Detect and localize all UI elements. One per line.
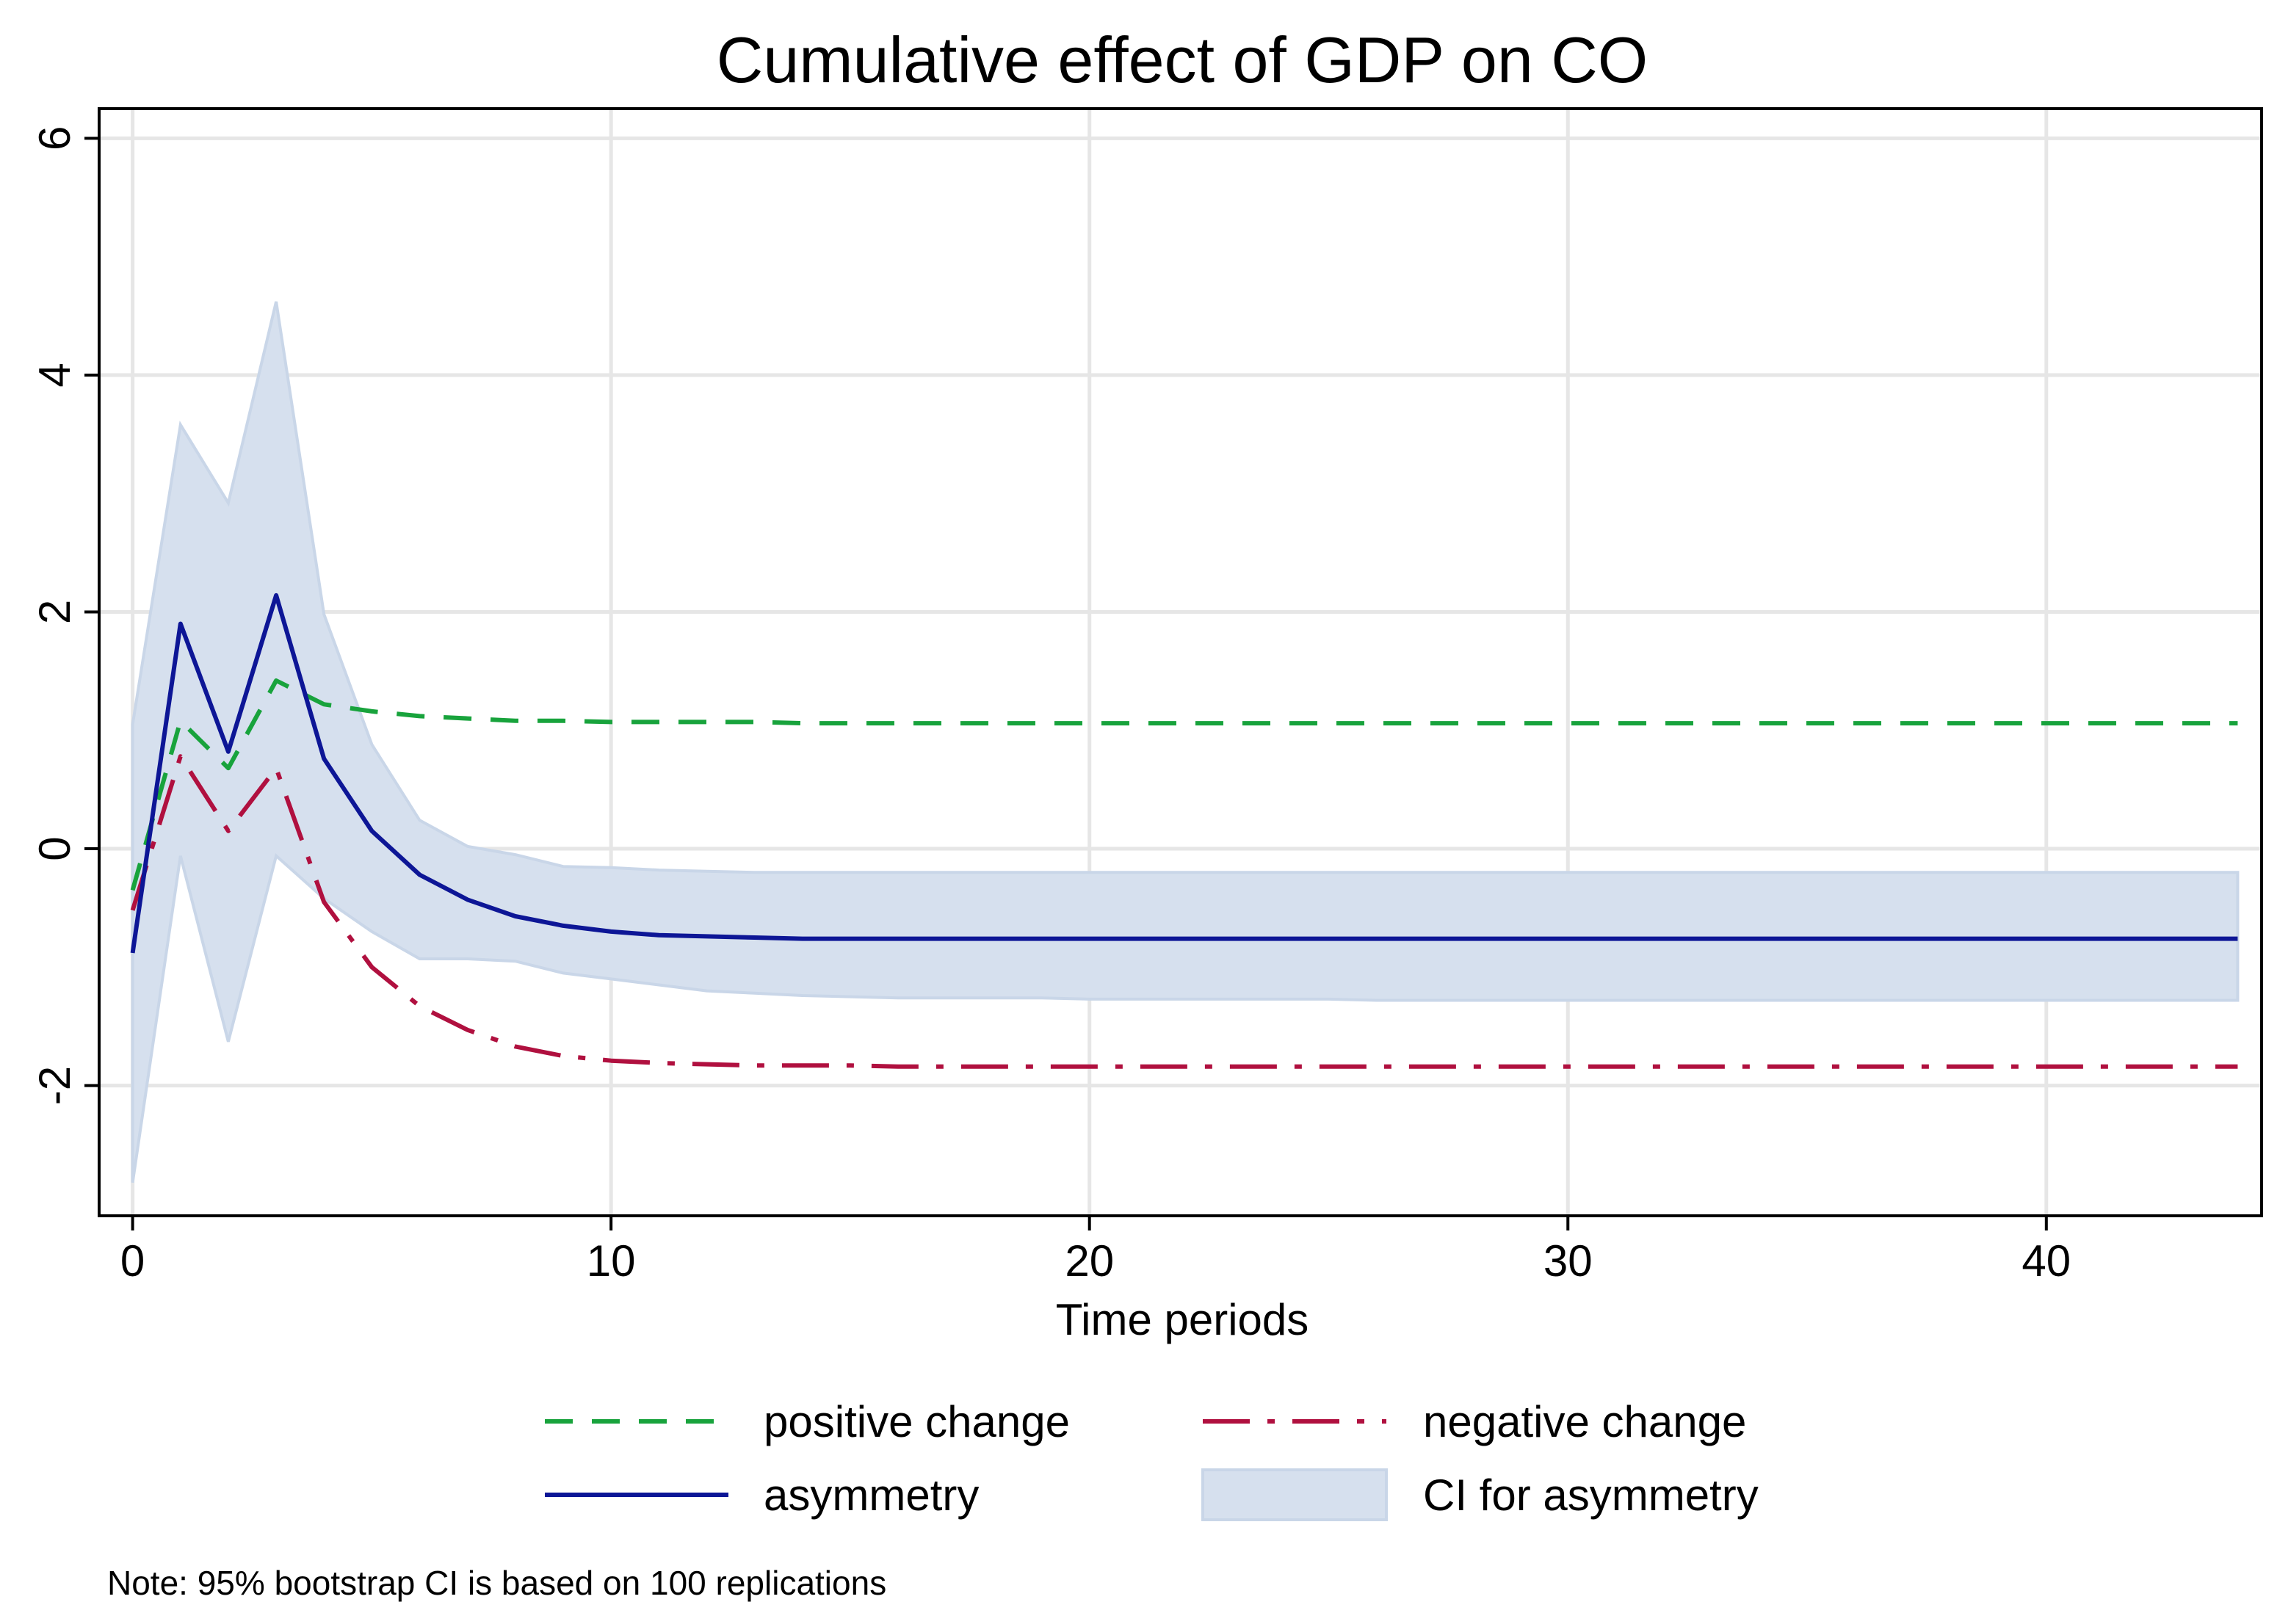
series-line-asymmetry [130, 592, 2238, 954]
legend-item: asymmetry [545, 1471, 979, 1520]
x-axis-title: Time periods [1056, 1295, 1309, 1344]
ci-band-layer [131, 301, 2240, 1183]
y-tick-label: 0 [30, 836, 79, 860]
series-layer [130, 592, 2238, 1069]
chart-title: Cumulative effect of GDP on CO [717, 23, 1648, 96]
y-tick-label: 4 [30, 363, 79, 387]
plot-frame [98, 107, 2263, 1217]
y-tick-label: -2 [30, 1066, 79, 1105]
legend-label: asymmetry [764, 1471, 979, 1520]
legend: positive change negative change asymmetry C… [545, 1397, 1759, 1521]
x-tick-label: 20 [1065, 1236, 1114, 1286]
legend-label: positive change [764, 1397, 1070, 1446]
y-tick-label: 6 [30, 126, 79, 151]
ci-band [131, 301, 2240, 1183]
x-tick-label: 10 [587, 1236, 636, 1286]
legend-label: negative change [1423, 1397, 1746, 1446]
grid [99, 109, 2262, 1216]
chart-note: Note: 95% bootstrap CI is based on 100 r… [107, 1564, 886, 1602]
legend-item: negative change [1203, 1397, 1746, 1446]
x-tick-label: 40 [2022, 1236, 2071, 1286]
x-tick-label: 0 [120, 1236, 145, 1286]
x-tick-label: 30 [1543, 1236, 1593, 1286]
legend-swatch [1201, 1468, 1388, 1521]
legend-item: CI for asymmetry [1201, 1468, 1759, 1521]
series-line-negative-change [130, 754, 2238, 1069]
axes: -2 0 2 4 6 0 10 20 30 40 [30, 126, 2071, 1286]
y-tick-label: 2 [30, 600, 79, 624]
legend-item: positive change [545, 1397, 1070, 1446]
legend-label: CI for asymmetry [1423, 1471, 1759, 1520]
